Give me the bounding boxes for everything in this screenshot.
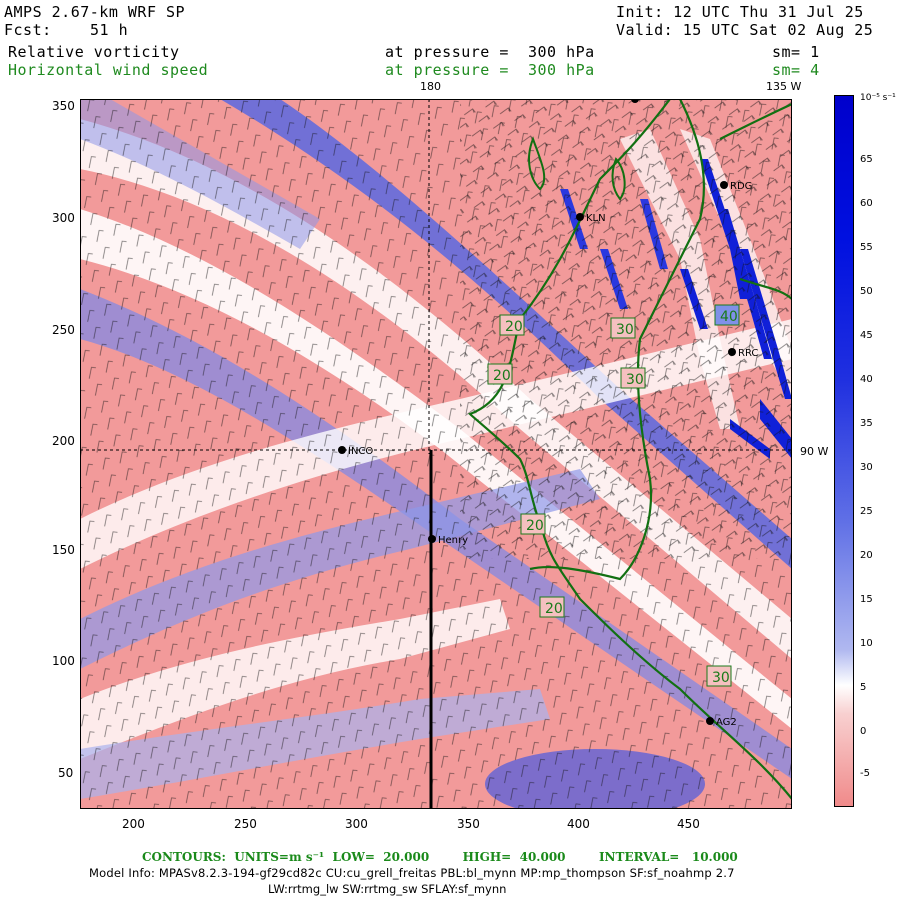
colorbar-label: 60 bbox=[860, 198, 873, 209]
lon-label-90w: 90 W bbox=[800, 445, 829, 458]
x-tick-label: 350 bbox=[457, 817, 480, 831]
contour-label: 20 bbox=[526, 518, 544, 534]
contour-label: 30 bbox=[712, 670, 730, 686]
colorbar-label: 20 bbox=[860, 550, 873, 561]
init-time: Init: 12 UTC Thu 31 Jul 25 bbox=[616, 3, 864, 21]
station-rdg-label: RDG bbox=[730, 181, 752, 192]
y-tick-label: 250 bbox=[52, 323, 75, 337]
colorbar-label: 25 bbox=[860, 506, 873, 517]
colorbar-label: 65 bbox=[860, 154, 873, 165]
x-tick-label: 250 bbox=[234, 817, 257, 831]
station-markers bbox=[338, 99, 736, 725]
field1-name: Relative vorticity bbox=[8, 43, 180, 61]
field2-smoothing: sm= 4 bbox=[772, 61, 820, 79]
station-ag2-label: AG2 bbox=[716, 717, 737, 728]
model-info: Model Info: MPASv8.2.3-194-gf29cd82c CU:… bbox=[89, 866, 735, 880]
colorbar-label: 50 bbox=[860, 286, 873, 297]
y-tick-label: 200 bbox=[52, 434, 75, 448]
colorbar-label: 0 bbox=[860, 726, 867, 737]
station-ag2-marker bbox=[706, 717, 714, 725]
y-tick-label: 350 bbox=[52, 99, 75, 113]
y-tick-label: 300 bbox=[52, 211, 75, 225]
contour-label: 30 bbox=[616, 322, 634, 338]
contour-label: 20 bbox=[493, 368, 511, 384]
station-inco-marker bbox=[338, 446, 346, 454]
field2-level: at pressure = 300 hPa bbox=[385, 61, 595, 79]
colorbar-label: 10 bbox=[860, 638, 873, 649]
colorbar-label: 45 bbox=[860, 330, 873, 341]
x-tick-label: 200 bbox=[122, 817, 145, 831]
plot-frame bbox=[80, 99, 792, 809]
station-rrc-marker bbox=[728, 348, 736, 356]
contour-labels: 20 20 30 30 40 20 20 30 bbox=[487, 304, 740, 687]
colorbar-label: 35 bbox=[860, 418, 873, 429]
model-title: AMPS 2.67-km WRF SP bbox=[4, 3, 186, 21]
station-henry-marker bbox=[428, 535, 436, 543]
contour-label: 20 bbox=[505, 319, 523, 335]
contour-label: 20 bbox=[545, 601, 563, 617]
lon-label-180: 180 bbox=[420, 80, 441, 93]
colorbar-label: 40 bbox=[860, 374, 873, 385]
x-tick-label: 450 bbox=[677, 817, 700, 831]
station-rrc-label: RRC bbox=[738, 348, 758, 359]
field1-level: at pressure = 300 hPa bbox=[385, 43, 595, 61]
forecast-label: Fcst: bbox=[4, 21, 52, 39]
contour-label: 30 bbox=[626, 372, 644, 388]
x-tick-label: 300 bbox=[345, 817, 368, 831]
colorbar-label: 5 bbox=[860, 682, 867, 693]
valid-time: Valid: 15 UTC Sat 02 Aug 25 bbox=[616, 21, 874, 39]
field2-name: Horizontal wind speed bbox=[8, 61, 209, 79]
y-tick-label: 150 bbox=[52, 543, 75, 557]
station-kln-label: KLN bbox=[586, 213, 606, 224]
station-rdg-marker bbox=[720, 181, 728, 189]
map-canvas: INCO Henry KLN RDG RRC AG2 20 20 30 30 4… bbox=[80, 99, 792, 809]
station-inco-label: INCO bbox=[348, 446, 373, 457]
station-kln-marker bbox=[576, 213, 584, 221]
y-tick-label: 50 bbox=[58, 766, 74, 780]
colorbar-unit: 10⁻⁵ s⁻¹ bbox=[860, 93, 896, 103]
colorbar-label: 55 bbox=[860, 242, 873, 253]
contour-label: 40 bbox=[720, 309, 738, 325]
colorbar-label: 15 bbox=[860, 594, 873, 605]
station-henry-label: Henry bbox=[438, 535, 468, 546]
colorbar bbox=[834, 95, 854, 807]
contour-info: CONTOURS: UNITS=m s⁻¹ LOW= 20.000 HIGH= … bbox=[142, 850, 738, 864]
vorticity-map[interactable]: INCO Henry KLN RDG RRC AG2 20 20 30 30 4… bbox=[80, 99, 792, 809]
lon-label-135w: 135 W bbox=[766, 80, 802, 93]
y-tick-label: 100 bbox=[52, 654, 75, 668]
model-info-line2: LW:rrtmg_lw SW:rrtmg_sw SFLAY:sf_mynn bbox=[268, 882, 507, 896]
field1-smoothing: sm= 1 bbox=[772, 43, 820, 61]
lake-outline bbox=[528, 136, 626, 201]
colorbar-label: -5 bbox=[860, 768, 870, 779]
x-tick-label: 400 bbox=[567, 817, 590, 831]
colorbar-label: 30 bbox=[860, 462, 873, 473]
forecast-hour: 51 h bbox=[90, 21, 129, 39]
